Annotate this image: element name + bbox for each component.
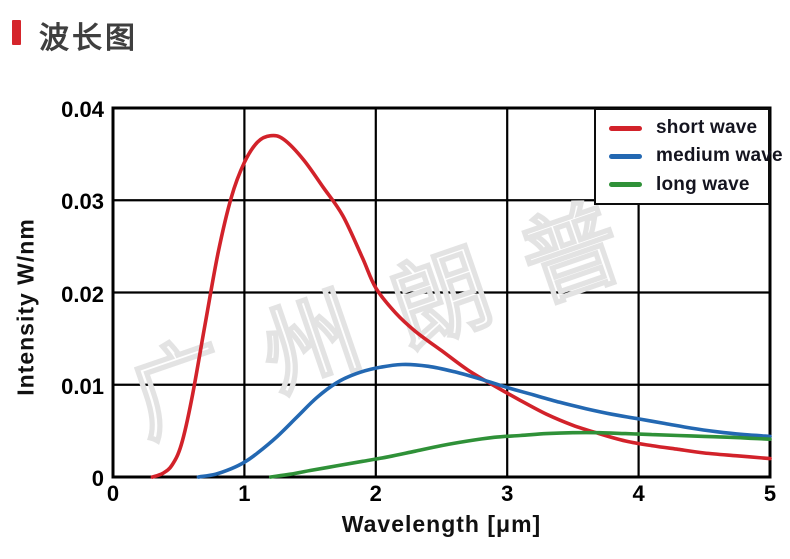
y-tick-label-0.03: 0.03 [61, 189, 104, 215]
x-tick-label-1: 1 [238, 481, 251, 506]
y-tick-label-0.04: 0.04 [61, 97, 104, 122]
plot-frame [111, 106, 772, 479]
page-header: 波长图 [0, 0, 790, 62]
legend-swatch-long-wave [609, 182, 642, 188]
y-axis-title: Intensity W/nm [12, 218, 39, 396]
x-tick-label-0: 0 [106, 481, 120, 506]
x-tick-label-5: 5 [763, 481, 777, 506]
legend-label: medium wave [656, 145, 783, 167]
legend-item-medium-wave: medium wave [596, 145, 783, 167]
x-tick-label-4: 4 [632, 481, 645, 506]
y-tick-label-0: 0 [91, 466, 104, 491]
chart-legend: short wave medium wave long wave [594, 108, 783, 205]
legend-item-short-wave: short wave [596, 117, 768, 139]
curve-long-wave [268, 430, 772, 479]
legend-label: short wave [656, 117, 758, 139]
y-tick-label-0.01: 0.01 [61, 373, 104, 399]
legend-label: long wave [656, 173, 750, 195]
data-curves [150, 133, 772, 479]
legend-swatch-short-wave [609, 125, 642, 131]
curve-short-wave [150, 133, 772, 479]
legend-swatch-medium-wave [609, 153, 642, 159]
x-tick-label-3: 3 [501, 481, 514, 506]
x-tick-label-2: 2 [369, 481, 382, 506]
y-tick-label-0.02: 0.02 [61, 281, 104, 307]
legend-item-long-wave: long wave [596, 174, 768, 196]
x-axis-title: Wavelength [μm] [341, 511, 542, 537]
title-accent-bar [12, 20, 21, 45]
page-title: 波长图 [39, 22, 138, 55]
curve-medium-wave [196, 362, 772, 479]
